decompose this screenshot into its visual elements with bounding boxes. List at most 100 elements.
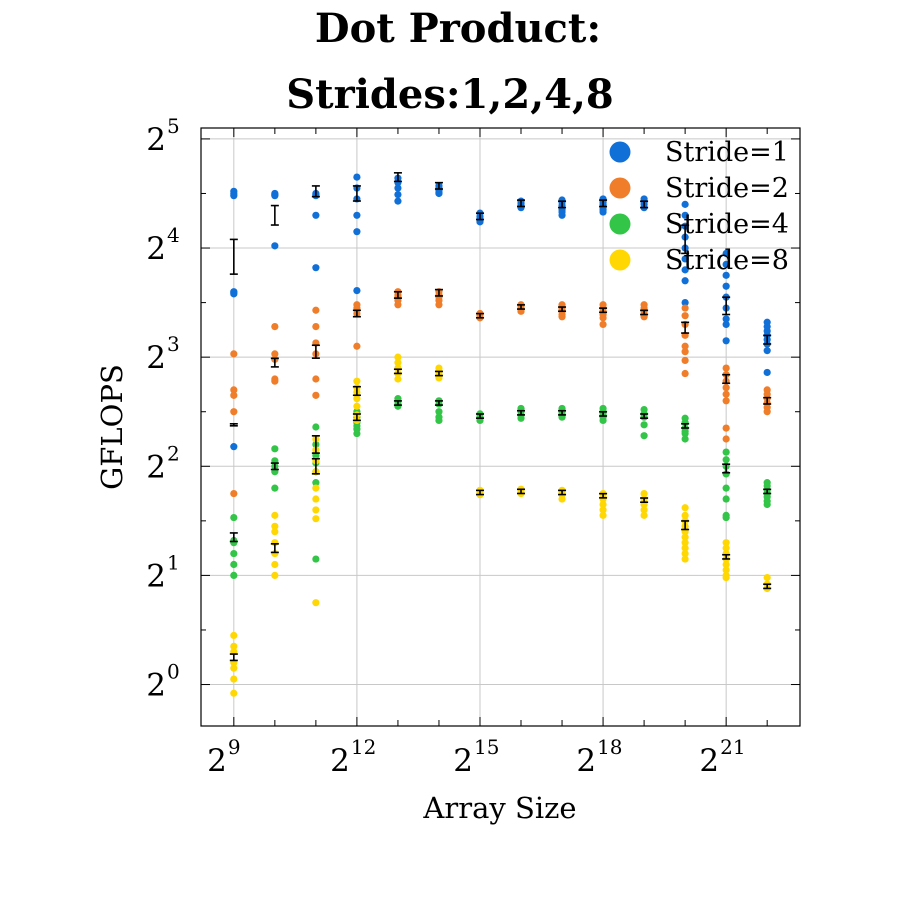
data-point: [271, 571, 279, 580]
data-point: [394, 184, 402, 192]
data-point: [271, 511, 279, 519]
data-point: [271, 445, 279, 453]
data-point: [394, 353, 402, 361]
data-point: [722, 260, 730, 269]
series-2-points: [230, 288, 771, 498]
x-tick-label-base: 2: [453, 743, 473, 779]
data-point: [353, 395, 361, 403]
data-point: [353, 286, 361, 295]
data-point: [681, 544, 689, 552]
x-tick-label: 2 18: [576, 735, 622, 779]
data-point: [271, 560, 279, 569]
data-point: [599, 208, 607, 216]
data-point: [763, 408, 771, 416]
x-tick-label-base: 2: [699, 743, 719, 779]
data-point: [681, 342, 689, 350]
data-point: [640, 489, 648, 498]
data-point: [312, 375, 320, 383]
data-point: [230, 386, 238, 394]
data-point: [230, 642, 238, 650]
data-point: [722, 390, 730, 398]
data-point: [394, 375, 402, 383]
data-point: [681, 555, 689, 563]
legend: Stride=1 Stride=2 Stride=4 Stride=8: [609, 137, 789, 276]
x-tick-label: 2 15: [453, 735, 499, 779]
data-point: [271, 350, 279, 358]
x-tick-label: 2 21: [699, 735, 745, 779]
data-point: [681, 298, 689, 307]
x-tick-label-base: 2: [330, 743, 350, 779]
data-point: [230, 631, 238, 640]
data-point: [722, 495, 730, 503]
legend-marker: [609, 213, 631, 235]
data-point: [517, 414, 525, 422]
data-point: [722, 456, 730, 464]
y-tick-label-base: 2: [146, 558, 166, 594]
data-point: [640, 506, 648, 514]
data-point: [763, 347, 771, 355]
data-point: [763, 500, 771, 509]
data-point: [394, 359, 402, 367]
data-point: [681, 266, 689, 274]
y-tick-label-exponent: 4: [167, 223, 180, 247]
data-point: [681, 200, 689, 208]
data-point: [312, 495, 320, 503]
legend-label: Stride=2: [665, 173, 789, 204]
data-point: [230, 192, 238, 200]
data-point: [722, 320, 730, 329]
data-point: [230, 664, 238, 672]
legend-entry-2: Stride=2: [609, 173, 789, 204]
legend-entry-4: Stride=8: [609, 245, 789, 276]
data-point: [312, 423, 320, 431]
data-point: [681, 533, 689, 541]
x-tick-label-base: 2: [207, 743, 227, 779]
data-point: [681, 255, 689, 263]
data-point: [394, 190, 402, 199]
data-point: [312, 599, 320, 607]
data-point: [312, 264, 320, 272]
data-point: [230, 560, 238, 569]
y-tick-label-base: 2: [146, 668, 166, 704]
data-point: [558, 495, 566, 503]
data-point: [681, 277, 689, 285]
data-point: [271, 522, 279, 530]
data-point: [640, 432, 648, 440]
series-1-errorbars: [229, 172, 772, 345]
data-point: [681, 304, 689, 312]
data-point: [722, 566, 730, 574]
y-tick-label-exponent: 3: [167, 332, 180, 356]
data-point: [722, 315, 730, 323]
legend-entry-1: Stride=1: [609, 137, 789, 168]
x-tick-label-exponent: 21: [720, 735, 745, 759]
data-point: [763, 573, 771, 582]
y-tick-label-exponent: 0: [167, 660, 180, 684]
legend-marker: [609, 177, 631, 199]
data-point: [722, 397, 730, 405]
x-axis-label: Array Size: [422, 791, 576, 825]
data-point: [599, 500, 607, 509]
data-point: [681, 348, 689, 356]
legend-entry-3: Stride=4: [609, 209, 789, 240]
data-point: [312, 515, 320, 523]
y-tick-label-base: 2: [146, 122, 166, 158]
data-point: [722, 513, 730, 522]
data-point: [681, 539, 689, 547]
data-point: [763, 368, 771, 377]
legend-marker: [609, 141, 631, 163]
data-point: [271, 377, 279, 385]
data-point: [722, 484, 730, 492]
data-point: [230, 689, 238, 697]
x-tick-label-base: 2: [576, 743, 596, 779]
data-point: [230, 549, 238, 558]
data-point: [722, 282, 730, 290]
data-point: [681, 511, 689, 519]
